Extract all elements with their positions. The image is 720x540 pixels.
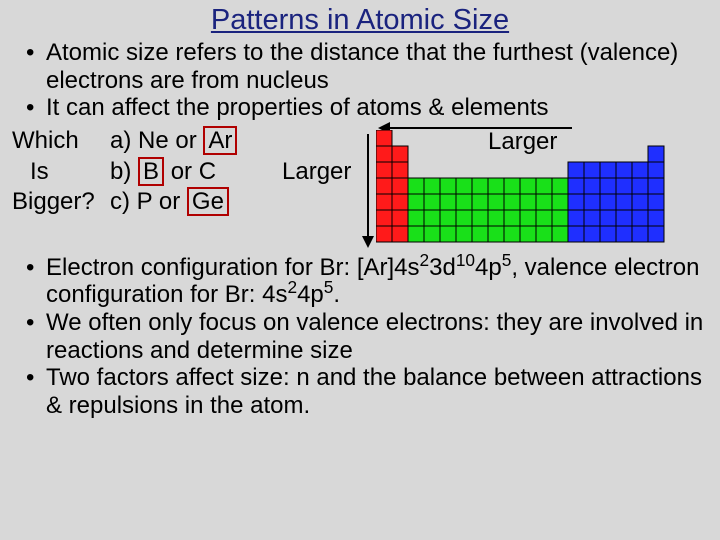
top-bullets: • Atomic size refers to the distance tha… [0, 39, 720, 122]
bullet-mark: • [26, 309, 46, 364]
bullet-mark: • [26, 364, 46, 419]
answer-a-box: Ar [203, 126, 237, 155]
periodic-table-diagram [376, 130, 686, 252]
sup: 2 [420, 250, 430, 270]
txt: Electron configuration for Br: [Ar]4s [46, 254, 420, 281]
bullet-text: Electron configuration for Br: [Ar]4s2 3d… [46, 254, 712, 309]
arrow-down-icon [358, 132, 378, 250]
answer-a: a) Ne or Ar [110, 126, 237, 157]
question-col: Which Is Bigger? [12, 126, 95, 218]
txt: 3d [429, 254, 456, 281]
bullet-4: • We often only focus on valence electro… [26, 309, 712, 364]
txt: . [333, 281, 340, 308]
b-suffix: or C [164, 158, 216, 185]
page-title: Patterns in Atomic Size [0, 0, 720, 39]
sup: 5 [324, 277, 334, 297]
bottom-bullets: • Electron configuration for Br: [Ar]4s2… [0, 254, 720, 420]
q-line: Is [12, 157, 95, 188]
answer-b: b) B or C [110, 157, 237, 188]
mid-section: Which Is Bigger? a) Ne or Ar b) B or C c… [0, 126, 720, 252]
bullet-3: • Electron configuration for Br: [Ar]4s2… [26, 254, 712, 309]
txt: 4p [297, 281, 324, 308]
sup: 5 [502, 250, 512, 270]
c-prefix: c) P or [110, 188, 187, 215]
larger-label-down: Larger [282, 158, 351, 186]
bullet-2: • It can affect the properties of atoms … [26, 94, 712, 122]
answer-b-box: B [138, 157, 164, 186]
sup: 2 [287, 277, 297, 297]
txt: 4p [475, 254, 502, 281]
bullet-5: • Two factors affect size: n and the bal… [26, 364, 712, 419]
answer-c: c) P or Ge [110, 187, 237, 218]
bullet-text: Atomic size refers to the distance that … [46, 39, 712, 94]
q-line: Which [12, 126, 95, 157]
bullet-1: • Atomic size refers to the distance tha… [26, 39, 712, 94]
answers-col: a) Ne or Ar b) B or C c) P or Ge [110, 126, 237, 218]
bullet-text: Two factors affect size: n and the balan… [46, 364, 712, 419]
bullet-mark: • [26, 254, 46, 309]
sup: 10 [456, 250, 475, 270]
bullet-text: We often only focus on valence electrons… [46, 309, 712, 364]
bullet-mark: • [26, 39, 46, 94]
bullet-mark: • [26, 94, 46, 122]
b-prefix: b) [110, 158, 138, 185]
answer-c-box: Ge [187, 187, 229, 216]
a-prefix: a) Ne or [110, 127, 203, 154]
q-line: Bigger? [12, 187, 95, 218]
